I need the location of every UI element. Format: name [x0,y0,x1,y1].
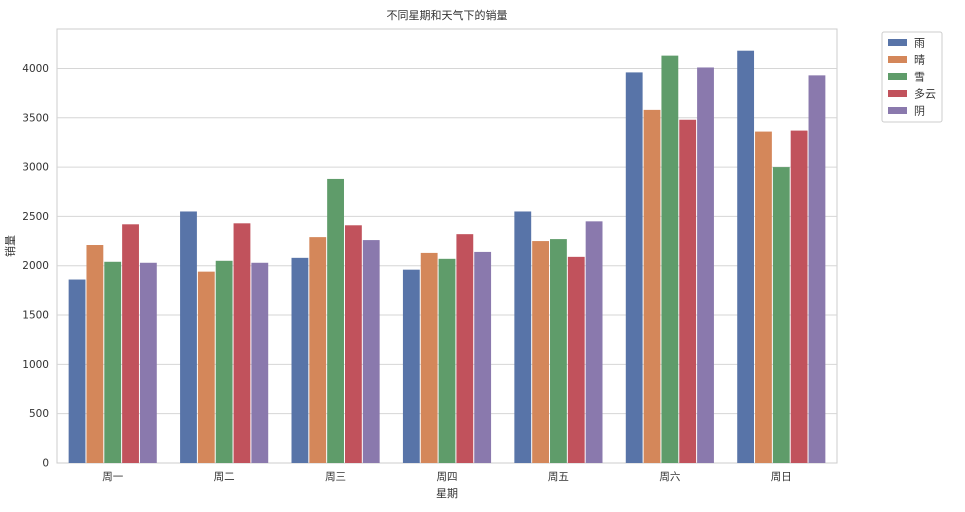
bars [68,50,826,464]
bar-4-0 [514,211,532,463]
bar-6-4 [808,75,826,463]
bar-3-0 [402,269,420,463]
x-tick-label: 周日 [771,471,792,483]
x-tick-label: 周五 [548,471,569,483]
bar-0-2 [104,261,122,463]
legend-label: 雨 [914,37,925,50]
legend-label: 雪 [914,71,925,84]
legend-swatch [888,107,907,114]
bar-5-0 [625,72,643,464]
y-tick-label: 500 [29,408,49,420]
bar-4-1 [532,241,550,463]
y-tick-label: 2000 [22,260,49,272]
bar-0-0 [68,279,86,463]
x-tick-label: 周一 [102,471,123,483]
bar-3-4 [474,251,492,463]
bar-5-3 [679,119,697,463]
y-axis-ticks: 0 500 1000 1500 2000 2500 3000 3500 4000 [22,63,49,470]
y-tick-label: 1500 [22,310,49,322]
bar-0-1 [86,245,104,463]
bar-1-0 [180,211,197,463]
x-tick-label: 周三 [325,471,346,483]
bar-4-2 [550,239,567,463]
bar-0-3 [122,224,139,463]
bar-2-3 [344,225,362,463]
y-axis-label: 销量 [3,235,17,257]
bar-2-0 [291,257,309,463]
x-tick-label: 周四 [437,471,458,483]
x-axis-ticks: 周一 周二 周三 周四 周五 周六 周日 [102,471,792,483]
legend-label: 多云 [914,87,936,101]
bar-6-3 [790,130,808,463]
bar-0-4 [139,262,157,463]
legend-swatch [888,73,907,80]
x-axis-label: 星期 [436,487,458,500]
chart-title: 不同星期和天气下的销量 [387,8,508,22]
legend-label: 阴 [914,105,925,118]
bar-6-2 [772,167,790,463]
bar-2-1 [309,237,327,463]
bar-1-3 [233,223,251,463]
bar-5-2 [661,55,679,464]
bar-4-3 [567,256,585,463]
bar-4-4 [585,221,603,463]
legend-swatch [888,90,907,97]
y-tick-label: 4000 [22,63,49,75]
bar-3-2 [438,258,456,463]
bar-2-2 [327,178,344,463]
x-tick-label: 周六 [659,471,680,483]
bar-5-1 [643,109,661,463]
bar-5-4 [697,67,714,463]
bar-1-2 [215,260,233,463]
y-tick-label: 3500 [22,112,49,124]
plot-area [56,28,838,464]
legend-swatch [888,56,907,63]
bar-6-0 [737,50,755,463]
y-tick-label: 1000 [22,359,49,371]
y-tick-label: 0 [42,458,49,470]
y-tick-label: 2500 [22,211,49,223]
bar-3-3 [456,234,474,463]
bar-6-1 [755,131,772,463]
legend-frame [881,31,943,123]
bar-3-1 [420,252,438,463]
y-tick-label: 3000 [22,162,49,174]
legend-label: 晴 [914,54,925,67]
bar-2-4 [362,240,380,463]
bar-1-4 [251,262,269,463]
x-tick-label: 周二 [214,471,235,483]
legend-swatch [888,39,907,46]
bar-1-1 [197,271,215,463]
